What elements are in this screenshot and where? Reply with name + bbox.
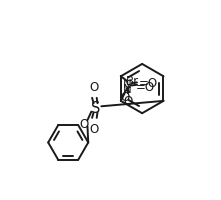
- Text: O: O: [90, 81, 99, 94]
- Text: N: N: [123, 82, 131, 95]
- Text: =O: =O: [135, 81, 154, 94]
- Text: S: S: [91, 101, 101, 116]
- Text: N: N: [123, 77, 132, 90]
- Text: Br: Br: [126, 75, 139, 88]
- Text: O: O: [121, 91, 130, 104]
- Text: =O: =O: [139, 77, 158, 89]
- Text: O: O: [123, 94, 132, 107]
- Text: O: O: [79, 117, 88, 130]
- Text: O: O: [90, 123, 99, 136]
